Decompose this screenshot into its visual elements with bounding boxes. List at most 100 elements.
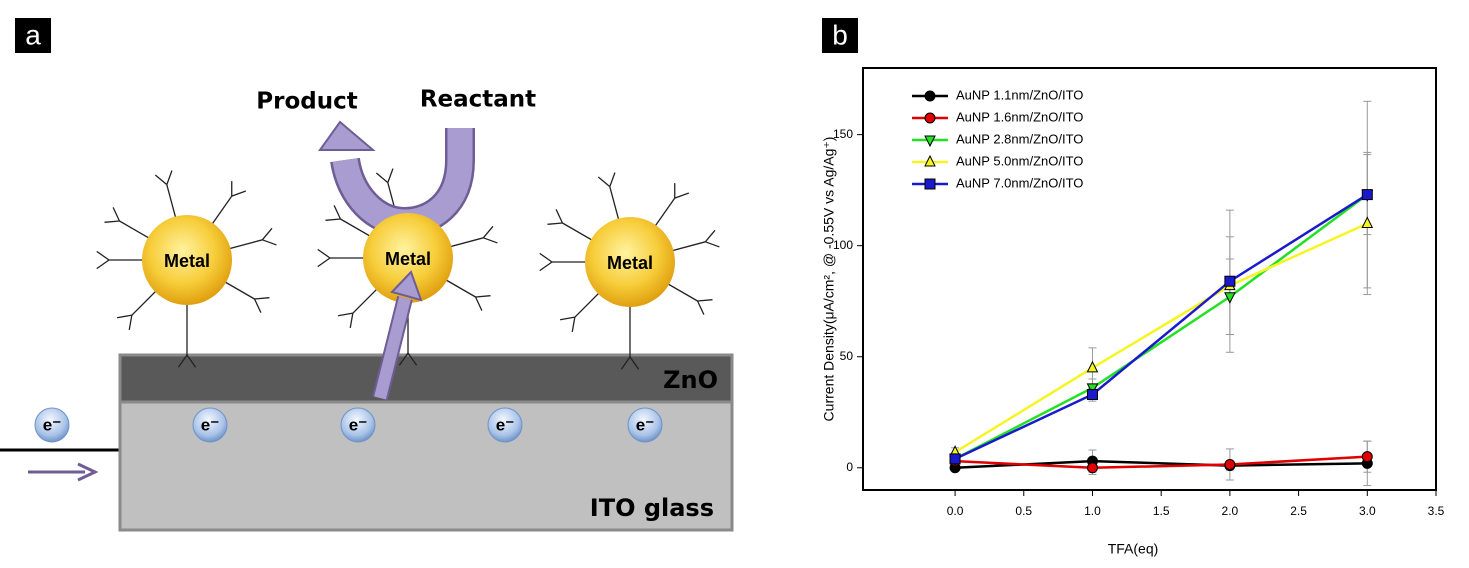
electron <box>627 407 663 443</box>
panel-label-box <box>15 18 51 53</box>
plot-frame <box>862 67 1437 491</box>
x-tick-label: 1.0 <box>1084 504 1101 518</box>
electron <box>192 407 228 443</box>
ligand-branch <box>96 259 110 270</box>
panel-label-box <box>822 18 858 53</box>
ligand-branch <box>333 205 342 220</box>
ligand-branch <box>609 172 616 187</box>
ligand-branch <box>337 312 353 317</box>
diagram-panel: a ZnO ITO glass Product Reactant Metal Me… <box>0 18 734 532</box>
ligand-branch <box>539 252 553 263</box>
ligand-branch <box>154 174 168 186</box>
marker <box>924 135 936 148</box>
metal-label: Metal <box>385 249 431 269</box>
ligand-branch <box>231 190 247 197</box>
ligand-branch <box>555 209 564 224</box>
ligand-branch <box>262 239 277 246</box>
transfer-arrow <box>374 296 411 400</box>
ligand-branch <box>705 241 720 248</box>
x-tick-label: 3.0 <box>1359 504 1376 518</box>
panel-label: a <box>25 19 41 50</box>
y-tick-label: 100 <box>833 238 853 252</box>
ligand-branch <box>704 229 716 243</box>
marker <box>1086 388 1098 400</box>
ito-label: ITO glass <box>590 494 714 522</box>
ligand-branch <box>317 248 331 259</box>
ligand-branch <box>475 295 491 298</box>
reactant-label: Reactant <box>420 87 536 113</box>
series-line <box>954 193 1369 461</box>
ligand-branch <box>539 261 553 272</box>
electrons: e⁻ e⁻ e⁻ e⁻ e⁻ <box>34 407 663 443</box>
chart-panel: b TFA(eq) Current Density(μA/cm², @ -0.5… <box>821 18 1445 557</box>
metals: Metal Metal Metal <box>142 213 675 307</box>
marker <box>1086 462 1098 474</box>
metal-label: Metal <box>607 253 653 273</box>
ligand-branch <box>474 296 483 311</box>
x-tick-label: 2.5 <box>1290 504 1307 518</box>
ligand-branch <box>253 298 262 313</box>
ligand-branch <box>317 257 331 268</box>
electron-label: e⁻ <box>349 415 367 434</box>
ligand-branch <box>482 225 494 239</box>
metal-particle <box>363 213 453 303</box>
y-tick-label: 50 <box>840 349 854 363</box>
ligand-branch <box>597 176 611 188</box>
ligand-branch <box>697 299 713 302</box>
electron <box>340 407 376 443</box>
marker <box>924 112 936 124</box>
y-tick-label: 0 <box>846 460 853 474</box>
marker <box>1361 216 1374 228</box>
ligand-branch <box>620 356 631 370</box>
metal-particle <box>585 217 675 307</box>
electron-label: e⁻ <box>496 415 514 434</box>
x-tick-label: 0.5 <box>1015 504 1032 518</box>
series-line <box>954 193 1368 461</box>
metal-particle <box>142 215 232 305</box>
ligand-branch <box>375 172 389 184</box>
ligand-branch <box>96 250 110 261</box>
x-axis-label: TFA(eq) <box>1108 541 1159 557</box>
x-tick-label: 2.0 <box>1222 504 1239 518</box>
ligand-branch <box>349 313 354 329</box>
zno-label: ZnO <box>663 366 718 394</box>
zno-layer <box>118 353 734 404</box>
panel-label: b <box>832 19 848 50</box>
ligand-branch <box>116 314 132 319</box>
ligand-branch <box>571 317 576 333</box>
x-tick-label: 1.5 <box>1153 504 1170 518</box>
marker <box>924 154 936 167</box>
marker <box>1086 360 1099 373</box>
legend-label: AuNP 7.0nm/ZnO/ITO <box>956 175 1083 190</box>
ligand-branch <box>674 192 690 199</box>
ligand-branch <box>407 352 418 366</box>
marker <box>924 90 936 102</box>
ligand-branch <box>387 168 394 183</box>
series-line <box>954 222 1368 454</box>
ligand-branch <box>559 316 575 321</box>
ligand-branch <box>177 354 188 368</box>
legend-label: AuNP 5.0nm/ZnO/ITO <box>956 153 1083 168</box>
ligand-branch <box>254 297 270 300</box>
ligand-branch <box>166 170 173 185</box>
reaction-arrow-head <box>318 120 376 151</box>
x-tick-label: 3.5 <box>1428 504 1445 518</box>
ligand-branch <box>547 222 563 225</box>
electron <box>487 407 523 443</box>
electron-label: e⁻ <box>201 415 219 434</box>
marker <box>1224 458 1236 470</box>
y-tick-label: 150 <box>833 127 853 141</box>
ligand-branch <box>186 354 197 368</box>
ligand-branch <box>325 218 341 221</box>
marker <box>1224 292 1236 304</box>
marker <box>1361 451 1373 463</box>
ligand-branch <box>112 207 121 222</box>
series-line <box>955 455 1368 470</box>
ligand-branch <box>696 300 705 315</box>
ligand-branch <box>398 352 409 366</box>
marker <box>1361 189 1373 201</box>
ligand-branch <box>483 237 498 244</box>
x-tick-label: 0.0 <box>947 504 964 518</box>
electron <box>34 407 70 443</box>
